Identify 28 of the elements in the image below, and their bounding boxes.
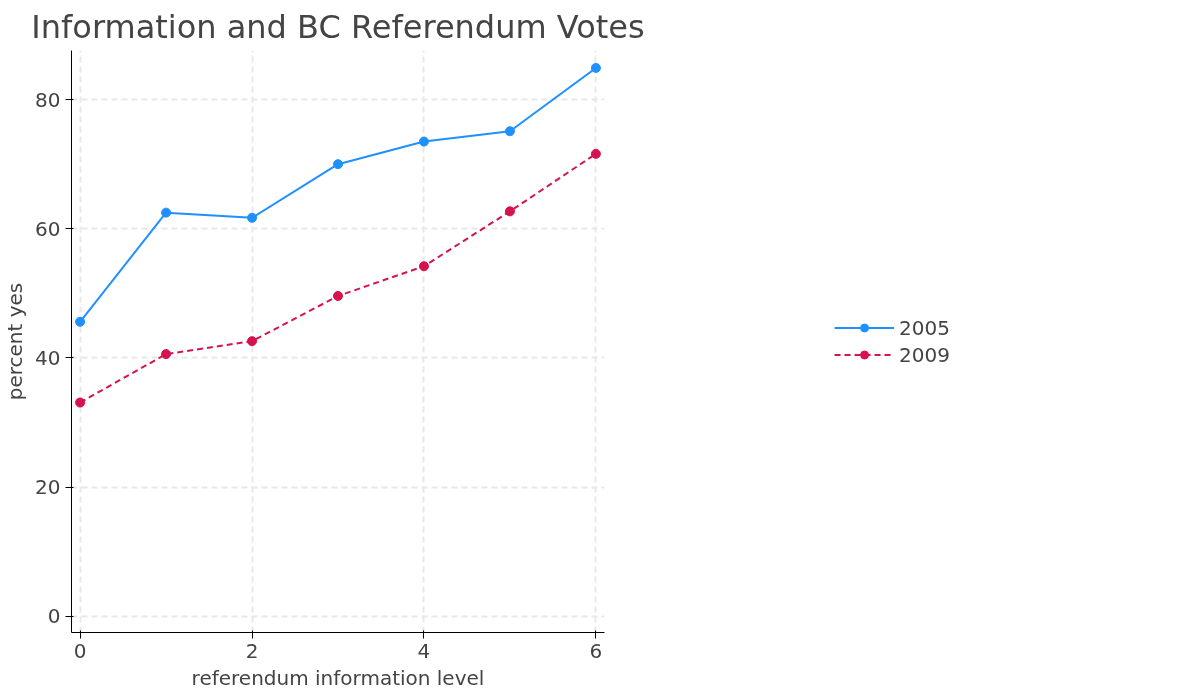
point [418, 261, 429, 272]
point [161, 207, 172, 218]
point [75, 316, 86, 327]
point [504, 206, 515, 217]
y-tick-label: 20 [35, 475, 61, 500]
y-tick-label: 0 [47, 604, 61, 629]
x-tick-label: 6 [589, 638, 603, 663]
point [333, 290, 343, 301]
x-axis-title: referendum information level [191, 665, 485, 690]
legend-label: 2005 [899, 315, 950, 340]
point [418, 136, 429, 147]
point [75, 397, 86, 408]
point [333, 159, 343, 170]
x-tick-label: 0 [73, 638, 87, 663]
x-tick-label: 4 [417, 638, 431, 663]
point [590, 62, 601, 73]
y-axis-title: percent yes [3, 282, 28, 401]
point [247, 336, 258, 347]
chart-title: Information and BC Referendum Votes [31, 7, 645, 46]
legend-label: 2009 [899, 342, 950, 367]
point [247, 212, 258, 223]
y-tick-label: 80 [35, 87, 61, 112]
y-tick-label: 60 [35, 216, 61, 241]
x-tick-label: 2 [245, 638, 259, 663]
y-tick-label: 40 [35, 345, 61, 370]
point [161, 349, 172, 360]
point [590, 148, 601, 159]
point [504, 126, 515, 137]
